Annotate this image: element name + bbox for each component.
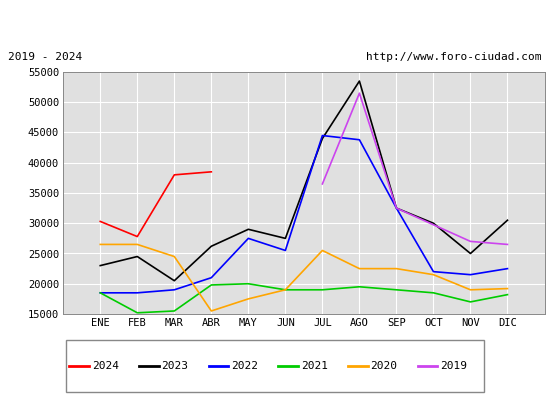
Text: http://www.foro-ciudad.com: http://www.foro-ciudad.com [366,52,542,62]
Text: 2019: 2019 [440,361,467,371]
Text: 2024: 2024 [92,361,119,371]
Text: 2019 - 2024: 2019 - 2024 [8,52,82,62]
Text: Evolucion Nº Turistas Extranjeros en el municipio de Algeciras: Evolucion Nº Turistas Extranjeros en el … [27,14,523,28]
Text: 2021: 2021 [301,361,328,371]
Text: 2023: 2023 [162,361,189,371]
Text: 2022: 2022 [231,361,258,371]
Text: 2020: 2020 [371,361,398,371]
FancyBboxPatch shape [66,340,484,392]
